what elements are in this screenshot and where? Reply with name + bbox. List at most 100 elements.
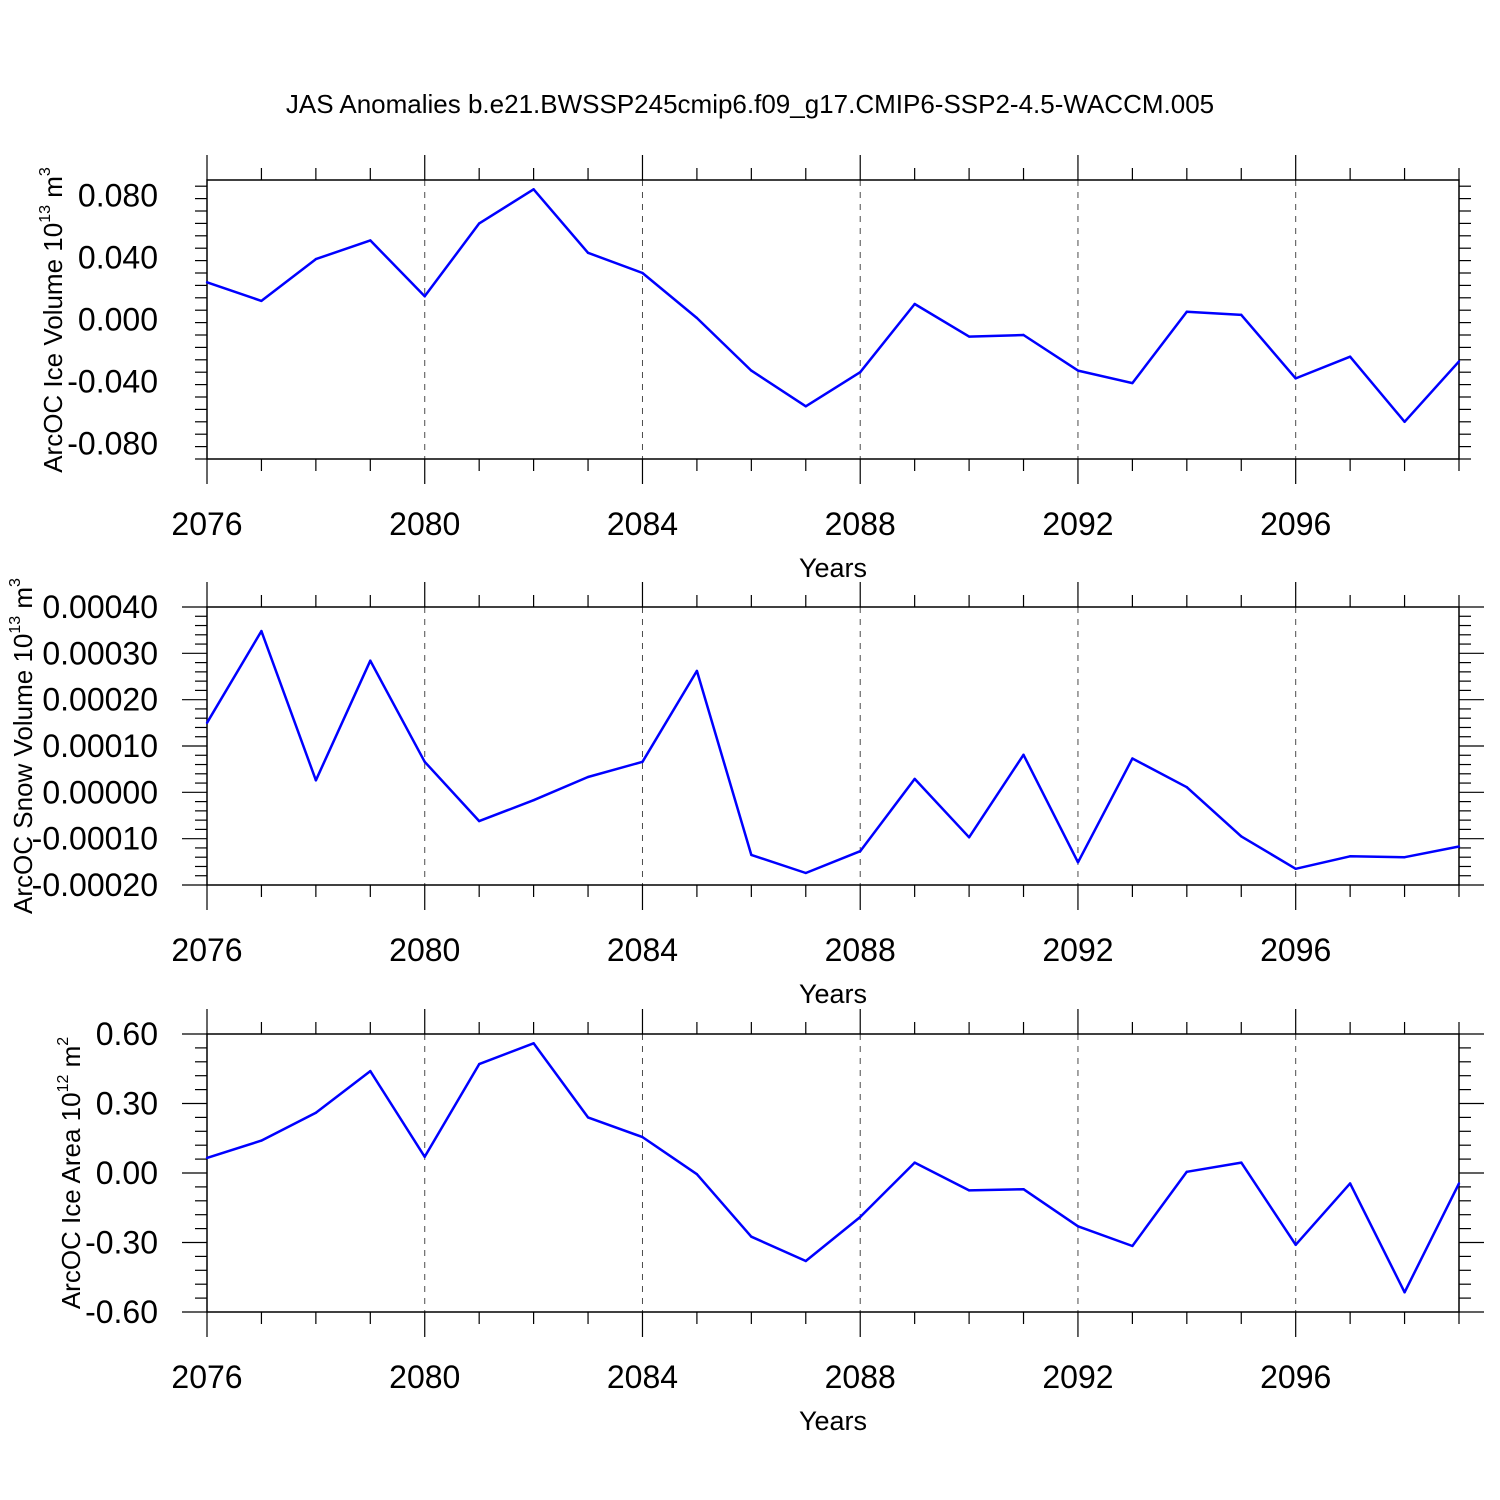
y-axis-label: ArcOC Ice Area 1012 m2 [55,1037,86,1309]
data-point [314,257,318,261]
panel-2: -0.00020 -0.00010 0.00000 0.00010 0.00020 0.0… [7,578,1484,1009]
x-tick-label: 2076 [171,1359,242,1395]
x-tick-label: 2076 [171,506,242,542]
data-point [1294,867,1297,870]
x-tick-label: 2096 [1260,506,1331,542]
data-point [532,799,535,802]
data-point [532,1042,535,1045]
data-point [314,1111,318,1114]
y-tick-label: 0.00020 [42,682,158,718]
data-point [477,1062,481,1066]
y-tick-label: 0.040 [78,240,158,276]
data-point [695,316,699,320]
x-axis-label: Years [799,553,867,583]
data-point [1457,1182,1461,1185]
data-point [750,1235,753,1238]
data-point [641,271,644,275]
data-point [1403,420,1406,423]
y-tick-label: -0.080 [67,426,158,462]
data-point [859,371,862,374]
data-point [260,299,263,303]
data-point [1076,369,1080,372]
y-tick-label: 0.00 [96,1155,158,1191]
data-point [913,1161,916,1164]
y-tick-label: -0.00010 [32,821,158,857]
y-tick-label: 0.60 [96,1016,158,1052]
data-point [1403,1291,1406,1294]
y-axis-label: ArcOC Snow Volume 1013 m3 [7,578,38,914]
data-point [859,849,862,853]
x-tick-label: 2088 [825,932,896,968]
data-point [1348,355,1352,358]
data-point [205,281,209,284]
x-tick-label: 2092 [1042,506,1113,542]
x-tick-label: 2088 [825,1359,896,1395]
x-tick-label: 2076 [171,932,242,968]
series-line [205,629,1460,875]
data-point [477,222,481,225]
series-line [206,1042,1461,1294]
data-point [750,853,753,857]
data-point [1457,360,1461,363]
x-tick-label: 2088 [825,506,896,542]
data-point [586,251,590,255]
data-point [859,1215,862,1219]
data-point [1348,1182,1352,1185]
y-tick-label: -0.040 [67,364,158,400]
data-point [260,1139,263,1142]
y-tick-label: 0.00010 [42,728,158,764]
data-point [1185,1170,1189,1174]
x-axis-label: Years [799,1406,867,1436]
y-axis-label: ArcOC Ice Volume 1013 m3 [37,167,68,473]
data-point [1294,1243,1297,1247]
data-point [1076,1225,1080,1228]
data-point [205,1156,209,1160]
data-point [1294,377,1297,380]
data-point [1185,786,1189,789]
y-tick-label: 0.00000 [42,774,158,810]
data-point [1348,855,1352,858]
data-point [1457,845,1461,848]
data-point [586,775,590,779]
x-tick-label: 2092 [1042,932,1113,968]
x-tick-label: 2092 [1042,1359,1113,1395]
x-tick-label: 2080 [389,506,460,542]
data-point [1240,1161,1243,1164]
data-point [641,1135,644,1139]
x-tick-label: 2084 [607,932,678,968]
y-tick-label: -0.60 [85,1294,158,1330]
data-point [641,760,644,763]
data-point [532,188,535,191]
data-point [1022,753,1025,757]
data-point [1131,757,1134,760]
data-point [967,836,971,839]
data-point [205,721,209,725]
chart-title: JAS Anomalies b.e21.BWSSP245cmip6.f09_g1… [286,89,1214,119]
panel-3: -0.60 -0.30 0.00 0.30 0.60 2076 2080 2084 2088 20… [55,1009,1484,1436]
data-point [913,777,916,781]
series-line [206,188,1460,424]
data-point [1131,381,1134,385]
y-tick-label: 0.00030 [42,635,158,671]
data-point [314,779,318,782]
data-point [913,302,916,306]
data-point [369,1069,372,1073]
data-point [369,239,372,242]
data-point [477,819,481,823]
x-tick-label: 2080 [389,1359,460,1395]
y-tick-label: 0.00040 [42,589,158,625]
data-point [695,1172,699,1176]
data-point [1131,1244,1134,1248]
x-tick-label: 2084 [607,1359,678,1395]
y-tick-label: -0.30 [85,1225,158,1261]
data-point [423,1155,426,1158]
data-point [804,871,807,875]
x-tick-label: 2096 [1260,1359,1331,1395]
x-tick-label: 2096 [1260,932,1331,968]
plot-frame [206,1033,1460,1313]
plot-frame [206,179,1460,460]
data-point [695,669,699,673]
y-tick-label: 0.000 [78,302,158,338]
data-point [1403,856,1406,859]
y-tick-label: -0.00020 [32,867,158,903]
